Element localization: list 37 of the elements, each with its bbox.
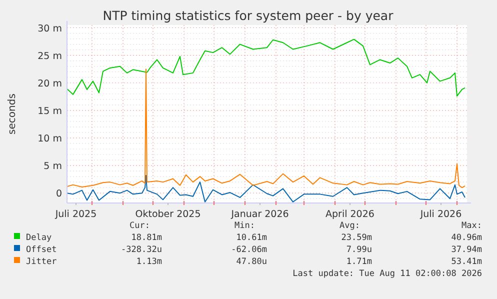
- line-series: [66, 174, 466, 202]
- text: 37.94m: [451, 245, 482, 255]
- line-series: [66, 68, 466, 188]
- text: -328.32u: [121, 245, 162, 255]
- x-tick-label: Juli 2025: [54, 209, 97, 220]
- text: 23.59m: [341, 233, 372, 243]
- text: 40.96m: [451, 233, 482, 243]
- y-tick-label: 15 m: [38, 106, 62, 117]
- y-tick-label: 25 m: [38, 50, 62, 62]
- x-tick-label: Oktober 2025: [135, 209, 201, 220]
- x-tick-label: Juli 2026: [419, 209, 462, 220]
- text: 10.61m: [236, 233, 267, 243]
- legend-label: Jitter: [26, 257, 57, 267]
- y-tick-label: 30 m: [38, 23, 62, 34]
- legend-label: Delay: [26, 233, 52, 243]
- text: Avg:: [340, 221, 360, 231]
- y-tick-label: 0: [56, 188, 62, 200]
- text: 1.13m: [136, 257, 162, 267]
- x-tick-label: April 2026: [326, 209, 374, 220]
- x-tick-label: Januar 2026: [230, 209, 289, 220]
- text: 7.99u: [346, 245, 372, 255]
- legend-label: Offset: [26, 245, 57, 255]
- text: 1.71m: [346, 257, 372, 267]
- text: Cur:: [130, 221, 150, 231]
- line-series: [66, 38, 466, 97]
- text: -62.06m: [231, 245, 267, 255]
- text: Max:: [462, 221, 482, 231]
- chart-title: NTP timing statistics for system peer - by year: [102, 8, 394, 23]
- y-tick-label: 10 m: [38, 133, 62, 144]
- text: 53.41m: [451, 257, 482, 267]
- text: 18.81m: [131, 233, 162, 243]
- text: Last update: Tue Aug 11 02:00:08 2026: [292, 269, 482, 279]
- text: Min:: [234, 221, 255, 231]
- y-tick-label: 5 m: [44, 161, 62, 172]
- y-axis-title: seconds: [7, 94, 18, 134]
- y-tick-label: 20 m: [38, 78, 62, 90]
- text: 47.80u: [236, 257, 267, 267]
